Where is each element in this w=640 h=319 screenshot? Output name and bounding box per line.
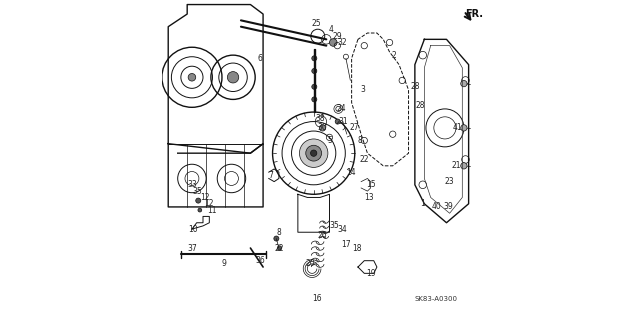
Circle shape [461,80,467,87]
Text: 24: 24 [337,104,346,113]
Circle shape [335,119,340,124]
Text: 39: 39 [443,203,453,211]
Text: FR.: FR. [465,9,483,19]
Text: 35: 35 [193,187,202,196]
Text: 9: 9 [221,259,226,268]
Text: 1: 1 [420,199,425,208]
Text: 15: 15 [366,180,376,189]
Circle shape [312,97,317,102]
Circle shape [188,73,196,81]
Text: 2: 2 [392,51,397,60]
Circle shape [306,145,321,161]
Circle shape [312,84,317,89]
Text: 22: 22 [274,243,284,253]
Text: 11: 11 [207,206,216,215]
Circle shape [227,71,239,83]
Text: 23: 23 [445,177,454,186]
Text: 22: 22 [360,155,369,164]
Text: 28: 28 [410,82,420,91]
Text: 37: 37 [187,243,197,253]
Text: 17: 17 [341,241,351,249]
Circle shape [310,150,317,156]
Text: 26: 26 [317,231,327,240]
Text: 28: 28 [415,101,425,110]
Text: 21: 21 [451,161,461,170]
Text: 3: 3 [360,85,365,94]
Text: 18: 18 [352,243,362,253]
Circle shape [277,246,282,250]
Text: 8: 8 [276,228,281,237]
Circle shape [300,139,328,167]
Text: 5: 5 [328,136,333,145]
Circle shape [330,39,337,46]
Text: 19: 19 [366,269,376,278]
Text: 29: 29 [333,32,342,41]
Text: 34: 34 [338,225,348,234]
Text: 12: 12 [204,199,213,208]
Text: 16: 16 [312,294,322,303]
Text: 33: 33 [187,180,197,189]
Text: 20: 20 [305,259,315,268]
Text: 32: 32 [337,38,347,47]
Circle shape [312,69,317,73]
Text: 30: 30 [317,123,328,132]
Text: 40: 40 [431,203,441,211]
Text: SK83-A0300: SK83-A0300 [415,296,458,302]
Text: 38: 38 [316,114,326,123]
Text: 4: 4 [328,25,333,34]
Circle shape [461,125,467,131]
Circle shape [312,56,317,61]
Text: 8: 8 [357,136,362,145]
Circle shape [319,125,326,131]
Text: 14: 14 [346,168,356,177]
Text: 27: 27 [349,123,359,132]
Text: 25: 25 [311,19,321,28]
Circle shape [461,163,467,169]
Text: 41: 41 [452,123,462,132]
Text: 10: 10 [189,225,198,234]
Text: 31: 31 [338,117,348,126]
Text: 13: 13 [364,193,374,202]
Text: 7: 7 [269,171,273,180]
Text: 6: 6 [257,54,262,63]
Text: 35: 35 [330,221,339,230]
Text: 36: 36 [255,256,265,265]
Text: 12: 12 [200,193,209,202]
Circle shape [274,236,279,241]
Circle shape [196,198,201,203]
Circle shape [198,208,202,212]
